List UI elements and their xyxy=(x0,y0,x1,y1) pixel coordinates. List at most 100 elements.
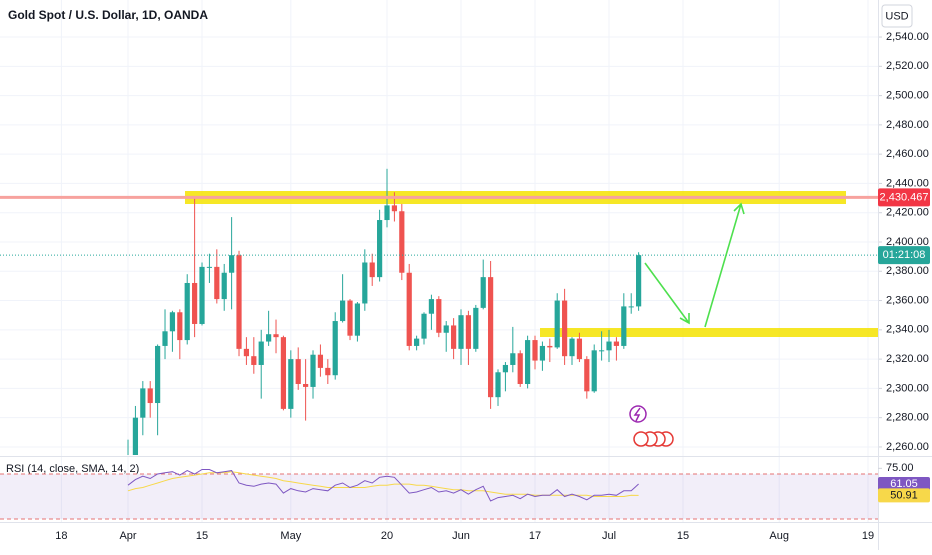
candle-body xyxy=(599,350,605,352)
y-tick-label: 2,320.00 xyxy=(886,353,929,365)
rsi-label: RSI (14, close, SMA, 14, 2) xyxy=(6,463,139,475)
candle-body xyxy=(347,300,353,336)
arrow-head xyxy=(733,202,745,215)
currency-box[interactable] xyxy=(881,4,913,28)
rsi-value-label: 50.91 xyxy=(890,489,918,501)
x-tick-label: Jul xyxy=(602,530,616,542)
candles xyxy=(127,168,642,455)
y-tick-label: 2,360.00 xyxy=(886,294,929,306)
y-tick-label: 75.00 xyxy=(886,462,914,474)
candle-body xyxy=(473,307,479,349)
rsi-value-box xyxy=(878,488,930,503)
candle-body xyxy=(451,325,457,349)
candle-body xyxy=(591,350,597,392)
arrow xyxy=(644,262,690,324)
grid xyxy=(0,0,882,522)
candle-body xyxy=(192,282,198,324)
arrow-head xyxy=(679,313,690,325)
candle-body xyxy=(177,312,183,341)
candle-body xyxy=(340,300,346,322)
candle-body xyxy=(229,255,235,273)
candle-body xyxy=(362,262,368,304)
candle-body xyxy=(214,266,220,300)
arrows xyxy=(644,202,745,328)
candle-body xyxy=(199,266,205,324)
y-tick-label: 2,420.00 xyxy=(886,207,929,219)
candle-body xyxy=(436,299,442,333)
highlight-zone xyxy=(540,328,878,337)
candle-body xyxy=(576,338,583,360)
y-tick-label: 2,460.00 xyxy=(886,148,929,160)
candle-body xyxy=(465,315,472,349)
x-tick-label: 19 xyxy=(862,530,874,542)
overlay xyxy=(0,195,878,256)
candle-body xyxy=(488,277,494,398)
icon xyxy=(633,431,649,447)
arrow xyxy=(704,203,742,328)
rsi-line xyxy=(127,471,639,497)
x-tick-label: 15 xyxy=(677,530,689,542)
candle-body xyxy=(243,348,250,357)
candle-body xyxy=(132,417,139,455)
candle-body xyxy=(169,312,176,332)
x-tick-label: Jun xyxy=(452,530,470,542)
x-tick-label: Aug xyxy=(769,530,789,542)
candle-body xyxy=(273,334,279,338)
countdown: 01:21:08 xyxy=(883,249,926,261)
candle-body xyxy=(354,303,361,336)
y-tick-label: 2,440.00 xyxy=(886,177,929,189)
candle-body xyxy=(140,388,146,418)
y-tick-label: 2,260.00 xyxy=(886,441,929,453)
candle-body xyxy=(421,313,427,339)
candle-body xyxy=(236,255,242,349)
candle-body xyxy=(288,359,294,409)
candle-body xyxy=(391,205,398,212)
candle-body xyxy=(569,338,575,357)
candle-body xyxy=(332,321,338,376)
rsi-line xyxy=(127,469,639,502)
candle-body xyxy=(480,277,486,308)
y-tick-label: 2,520.00 xyxy=(886,60,929,72)
candle-body xyxy=(406,272,412,346)
price-label-box xyxy=(878,188,930,207)
rsi-value-box xyxy=(878,477,930,492)
y-tick-label: 2,400.00 xyxy=(886,236,929,248)
candle-body xyxy=(303,383,309,387)
price-label: 2,430.467 xyxy=(880,191,929,203)
icon xyxy=(629,405,647,423)
candle-body xyxy=(162,331,168,346)
candle-body xyxy=(155,345,161,404)
chart-title: Gold Spot / U.S. Dollar, 1D, OANDA xyxy=(8,8,208,22)
candle-body xyxy=(325,367,331,376)
y-tick-label: 2,340.00 xyxy=(886,324,929,336)
candle-body xyxy=(502,364,509,373)
icon xyxy=(633,407,641,422)
y-tick-label: 2,540.00 xyxy=(886,31,929,43)
candle-body xyxy=(377,220,383,278)
candle-body xyxy=(147,388,153,404)
rsi-value-label: 61.05 xyxy=(890,478,918,490)
candle-body xyxy=(258,341,264,365)
candle-body xyxy=(317,354,324,368)
candle-body xyxy=(621,306,627,346)
candle-body xyxy=(399,211,405,273)
candle-body xyxy=(539,345,546,361)
y-tick-label: 2,380.00 xyxy=(886,265,929,277)
y-tick-label: 2,300.00 xyxy=(886,382,929,394)
candle-body xyxy=(613,341,620,346)
candle-body xyxy=(251,356,257,365)
candle-body xyxy=(184,282,190,341)
candle-body xyxy=(510,353,516,365)
candle-body xyxy=(517,353,523,384)
candle-body xyxy=(280,337,287,409)
candle-body xyxy=(525,340,531,384)
candle-body xyxy=(584,359,590,392)
candle-body xyxy=(443,325,449,333)
candle-body xyxy=(628,306,634,308)
candle-body xyxy=(414,338,420,346)
candle-body xyxy=(532,340,538,361)
y-tick-label: 2,480.00 xyxy=(886,119,929,131)
candle-body xyxy=(495,372,501,398)
